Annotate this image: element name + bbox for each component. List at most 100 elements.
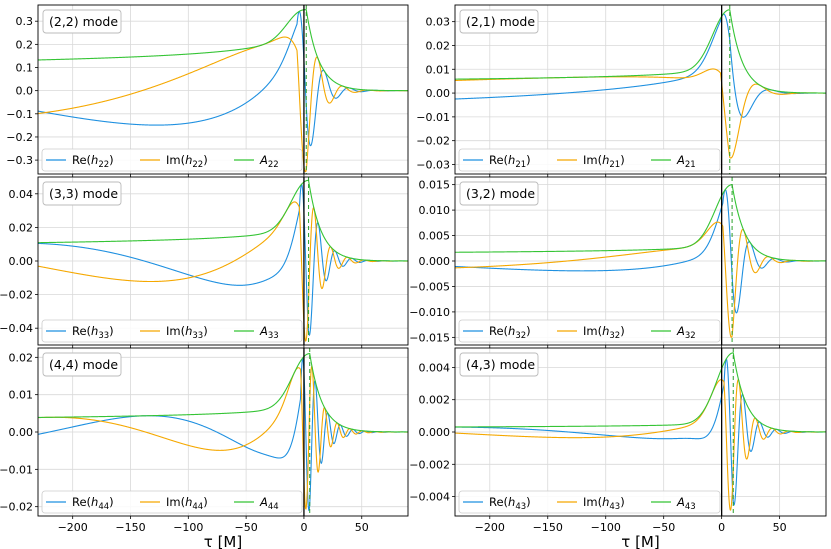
y-tick-label: −0.2: [6, 131, 33, 144]
legend-base: Re(: [72, 324, 91, 338]
legend-close: ): [109, 495, 114, 509]
amplitude-series: [38, 179, 408, 262]
legend-base: Im(: [166, 495, 185, 509]
legend-label-re: Re(h22): [72, 153, 114, 170]
legend-close: ): [620, 495, 625, 509]
x-tick-label: 50: [773, 521, 787, 534]
y-tick-label: −0.04: [0, 322, 33, 335]
legend-sub: 32: [685, 331, 696, 341]
y-tick-label: 0.3: [16, 15, 34, 28]
legend-var: A: [676, 153, 685, 167]
x-tick-label: −50: [652, 521, 675, 534]
y-tick-label: −0.005: [409, 280, 450, 293]
y-tick-label: −0.01: [0, 463, 33, 476]
legend-label-re: Re(h21): [489, 153, 531, 170]
legend-base: Im(: [583, 153, 602, 167]
legend-label-im: Im(h44): [166, 495, 208, 512]
panel-5: −200 −150 −100 −50 0 50 −0.004 −0.002 0.000 0.002…: [409, 347, 827, 549]
legend-close: ): [526, 324, 531, 338]
panel-title: (3,2) mode: [459, 181, 539, 206]
curves: [455, 184, 826, 338]
x-tick-label: −200: [58, 521, 88, 534]
panel-title-box: [42, 181, 122, 206]
legend: Re(h21) Im(h21) A21: [458, 148, 721, 172]
y-tick-label: −0.010: [409, 306, 450, 319]
legend-sub: 44: [98, 502, 109, 512]
legend-label-im: Im(h33): [166, 324, 208, 341]
x-tick-label: −100: [173, 521, 203, 534]
curves: [38, 179, 408, 342]
legend-sub: 21: [609, 160, 620, 170]
legend-var: A: [259, 324, 268, 338]
legend-close: ): [203, 324, 208, 338]
legend-sub: 32: [609, 331, 620, 341]
x-axis-label: τ [M]: [621, 533, 659, 549]
re-series: [38, 356, 408, 512]
x-axis-label: τ [M]: [204, 533, 242, 549]
re-series: [455, 13, 826, 118]
y-tick-label: −0.01: [416, 111, 450, 124]
amplitude-series: [455, 352, 826, 433]
legend-label-re: Re(h44): [72, 495, 114, 512]
y-tick-label: −0.002: [409, 458, 450, 471]
legend-base: Im(: [583, 495, 602, 509]
legend-sub: 32: [515, 331, 526, 341]
legend: Re(h22) Im(h22) A22: [41, 148, 303, 172]
legend-label-im: Im(h43): [583, 495, 625, 512]
y-tick-label: 0.02: [9, 221, 34, 234]
legend-var: h: [602, 495, 609, 509]
re-series: [455, 358, 826, 506]
legend-close: ): [203, 153, 208, 167]
legend-sub: 33: [192, 331, 203, 341]
y-tick-label: 0.2: [16, 38, 34, 51]
panel-title: (4,4) mode: [42, 352, 122, 377]
legend: Re(h43) Im(h43) A43: [458, 490, 721, 514]
amplitude-series: [455, 184, 826, 262]
legend-var: h: [185, 495, 192, 509]
legend-var: h: [185, 324, 192, 338]
curves: [38, 9, 408, 173]
panel-frame: [37, 347, 409, 517]
legend-box: [41, 148, 303, 172]
legend-base: Re(: [489, 495, 508, 509]
y-tick-label: 0.01: [9, 389, 34, 402]
legend-var: h: [508, 153, 515, 167]
panel-3: −0.015 −0.010 −0.005 0.000 0.005 0.010 0.015 (3…: [409, 176, 827, 348]
y-tick-label: −0.015: [409, 331, 450, 344]
y-tick-label: −0.02: [0, 501, 33, 514]
legend-sub: 44: [192, 502, 203, 512]
legend-label-amp: A44: [259, 495, 279, 512]
legend-close: ): [526, 153, 531, 167]
legend-var: h: [508, 495, 515, 509]
legend-base: Im(: [166, 324, 185, 338]
legend-base: Re(: [72, 495, 91, 509]
y-tick-label: 0.015: [419, 179, 451, 192]
legend-close: ): [109, 153, 114, 167]
legend-label-re: Re(h33): [72, 324, 114, 341]
re-series: [455, 189, 826, 314]
legend-var: h: [91, 495, 98, 509]
legend-base: Re(: [489, 153, 508, 167]
legend-label-amp: A22: [259, 153, 279, 170]
legend-sub: 33: [98, 331, 109, 341]
panel-frame: [37, 4, 409, 175]
legend-label-amp: A21: [676, 153, 696, 170]
y-tick-label: 0.000: [419, 426, 451, 439]
legend-label-im: Im(h21): [583, 153, 625, 170]
y-tick-label: −0.004: [409, 491, 450, 504]
panel-frame: [37, 176, 409, 346]
curves: [455, 352, 826, 511]
y-tick-label: 0.004: [419, 361, 451, 374]
panel-title-text: (3,3) mode: [49, 186, 118, 201]
y-tick-label: 0.002: [419, 394, 451, 407]
legend-box: [458, 319, 721, 343]
legend-sub: 22: [98, 160, 109, 170]
legend-var: A: [259, 495, 268, 509]
y-tick-label: −0.1: [6, 108, 33, 121]
legend-label-re: Re(h43): [489, 495, 531, 512]
im-series: [455, 68, 826, 159]
x-tick-label: 0: [718, 521, 725, 534]
legend-label-amp: A32: [676, 324, 696, 341]
panel-title-box: [459, 181, 539, 206]
